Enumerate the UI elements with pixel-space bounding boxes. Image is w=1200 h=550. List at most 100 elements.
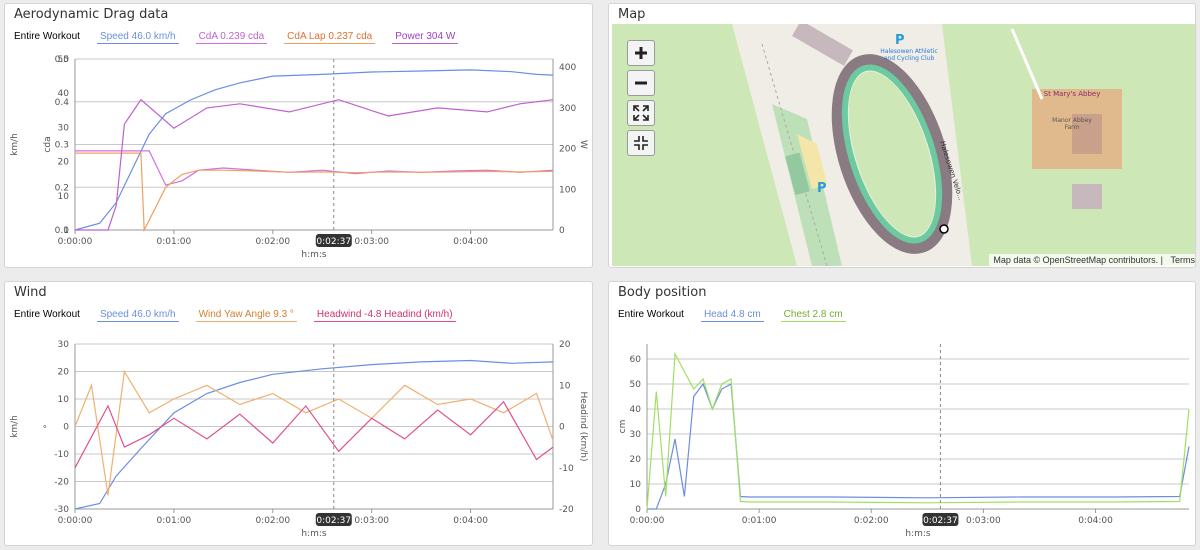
x-tick-label: 0:00:00 (630, 516, 665, 526)
yr-axis-title: W (578, 140, 588, 149)
legend-cda[interactable]: CdA 0.239 cda (195, 31, 268, 44)
legend-power[interactable]: Power 304 W (392, 31, 459, 44)
fit-bounds-button[interactable] (627, 130, 655, 156)
map-parking-label-1: P (895, 33, 905, 48)
expand-icon (633, 105, 649, 121)
minus-icon (635, 81, 647, 85)
x-axis-title: h:m:s (301, 529, 327, 539)
cursor-badge-label: 0:02:37 (316, 237, 351, 247)
x-tick-label: 0:02:00 (255, 237, 290, 247)
x-tick-label: 0:01:00 (157, 237, 192, 247)
yr-axis-title: Headind (km/h) (578, 391, 588, 461)
y-tick-label: 40 (630, 405, 642, 415)
yr-tick-label: 10 (559, 381, 571, 391)
yr-tick-label: 20 (559, 340, 571, 350)
map-tiles: P P Halesowen Athletic and Cycling Club … (612, 24, 1195, 266)
collapse-icon (634, 136, 648, 150)
plus-icon (635, 47, 647, 59)
y-tick-label: -10 (54, 450, 69, 460)
y-tick-label: 20 (58, 368, 70, 378)
x-axis-title: h:m:s (301, 250, 327, 260)
x-axis-title: h:m:s (905, 529, 931, 539)
drag-legend: Entire Workout Speed 46.0 km/h CdA 0.239… (14, 31, 475, 47)
legend-cda-lap[interactable]: CdA Lap 0.237 cda (284, 31, 376, 44)
body-legend-group[interactable]: Entire Workout (618, 309, 684, 320)
x-tick-label: 0:04:00 (453, 237, 488, 247)
yr-tick-label: 0 (559, 226, 565, 236)
y-tick-label: -20 (54, 478, 69, 488)
y2-tick-label: 30 (58, 123, 70, 133)
x-tick-label: 0:04:00 (1078, 516, 1113, 526)
body-legend: Entire Workout Head 4.8 cm Chest 2.8 cm (618, 309, 863, 325)
y-tick-label: 30 (58, 340, 70, 350)
legend-speed[interactable]: Speed 46.0 km/h (96, 31, 179, 44)
y-axis-title: km/h (10, 133, 20, 156)
wind-legend: Entire Workout Speed 46.0 km/h Wind Yaw … (14, 309, 473, 325)
y2-axis-title: ° (43, 424, 53, 429)
legend-wind-yaw[interactable]: Wind Yaw Angle 9.3 ° (195, 309, 297, 322)
cursor-badge-label: 0:02:37 (316, 516, 351, 526)
drag-legend-group[interactable]: Entire Workout (14, 31, 80, 42)
y2-tick-label: 10 (58, 192, 70, 202)
x-tick-label: 0:03:00 (966, 516, 1001, 526)
drag-panel: Aerodynamic Drag data Entire Workout Spe… (4, 3, 593, 268)
yr-tick-label: -20 (559, 505, 574, 515)
y-axis-title: km/h (10, 415, 20, 438)
zoom-in-button[interactable] (627, 40, 655, 66)
y-axis-title: cm (618, 420, 628, 434)
drag-chart[interactable]: 0.1 0.2 0.3 0.4 0.5 0 10 20 30 40 50 0 100 200 300 400 0… (5, 4, 593, 268)
y2-tick-label: 50 (58, 55, 70, 65)
wind-legend-group[interactable]: Entire Workout (14, 309, 80, 320)
x-tick-label: 0:03:00 (354, 516, 389, 526)
y-tick-label: 0.3 (55, 141, 69, 151)
yr-tick-label: 300 (559, 104, 576, 114)
series-line-speed (74, 359, 554, 510)
x-tick-label: 0:00:00 (58, 237, 93, 247)
y2-axis-title: cda (43, 136, 53, 152)
zoom-out-button[interactable] (627, 70, 655, 96)
legend-headwind[interactable]: Headwind -4.8 Headind (km/h) (313, 309, 456, 322)
body-panel: Body position Entire Workout Head 4.8 cm… (608, 281, 1196, 546)
map-attribution: Map data © OpenStreetMap contributors. |… (989, 254, 1196, 266)
y-tick-label: 30 (630, 430, 642, 440)
map-view[interactable]: P P Halesowen Athletic and Cycling Club … (612, 24, 1196, 266)
series-line-headwind (74, 400, 554, 469)
drag-panel-title: Aerodynamic Drag data (14, 7, 169, 22)
x-tick-label: 0:04:00 (453, 516, 488, 526)
cursor-badge (922, 513, 959, 526)
series-line-chest (646, 351, 1190, 510)
series-line-power (75, 98, 554, 231)
map-panel-title: Map (618, 7, 646, 22)
body-chart[interactable]: 0 10 20 30 40 50 60 0:00:00 0:01:00 0:02:00 0:03:0… (609, 282, 1196, 546)
map-farm-label: Manor Abbey Farm (1052, 117, 1092, 131)
y-tick-label: 0.5 (55, 55, 69, 65)
wind-chart[interactable]: -30 -20 -10 0 10 20 30 -20 -10 0 10 20 0:00:00 0:01:0… (5, 282, 593, 546)
legend-head[interactable]: Head 4.8 cm (700, 309, 764, 322)
map-terms-link[interactable]: Terms (1170, 255, 1196, 265)
y-tick-label: 10 (630, 480, 642, 490)
x-tick-label: 0:01:00 (157, 516, 192, 526)
legend-chest[interactable]: Chest 2.8 cm (780, 309, 846, 322)
wind-panel-title: Wind (14, 285, 47, 300)
wind-panel: Wind Entire Workout Speed 46.0 km/h Wind… (4, 281, 593, 546)
y-tick-label: 60 (630, 355, 642, 365)
yr-tick-label: 0 (559, 423, 565, 433)
legend-speed[interactable]: Speed 46.0 km/h (96, 309, 179, 322)
series-line-speed (74, 69, 554, 231)
y-tick-label: 0.1 (55, 226, 69, 236)
yr-tick-label: -10 (559, 464, 574, 474)
y-tick-label: 0.2 (55, 183, 69, 193)
series-line-cda-lap (75, 152, 554, 233)
y-tick-label: 50 (630, 380, 642, 390)
map-venue-label: Halesowen Athletic and Cycling Club (880, 48, 938, 62)
map-panel: Map P P Halesowen Athletic and Cycling C… (608, 3, 1196, 268)
y-tick-label: 0 (63, 423, 69, 433)
x-tick-label: 0:01:00 (742, 516, 777, 526)
y-tick-label: 0 (635, 505, 641, 515)
map-parking-label-2: P (817, 181, 827, 196)
y-tick-label: 0.4 (55, 98, 70, 108)
y2-tick-label: 40 (58, 89, 70, 99)
fullscreen-button[interactable] (627, 100, 655, 126)
y-tick-label: 20 (630, 455, 642, 465)
x-tick-label: 0:00:00 (58, 516, 93, 526)
